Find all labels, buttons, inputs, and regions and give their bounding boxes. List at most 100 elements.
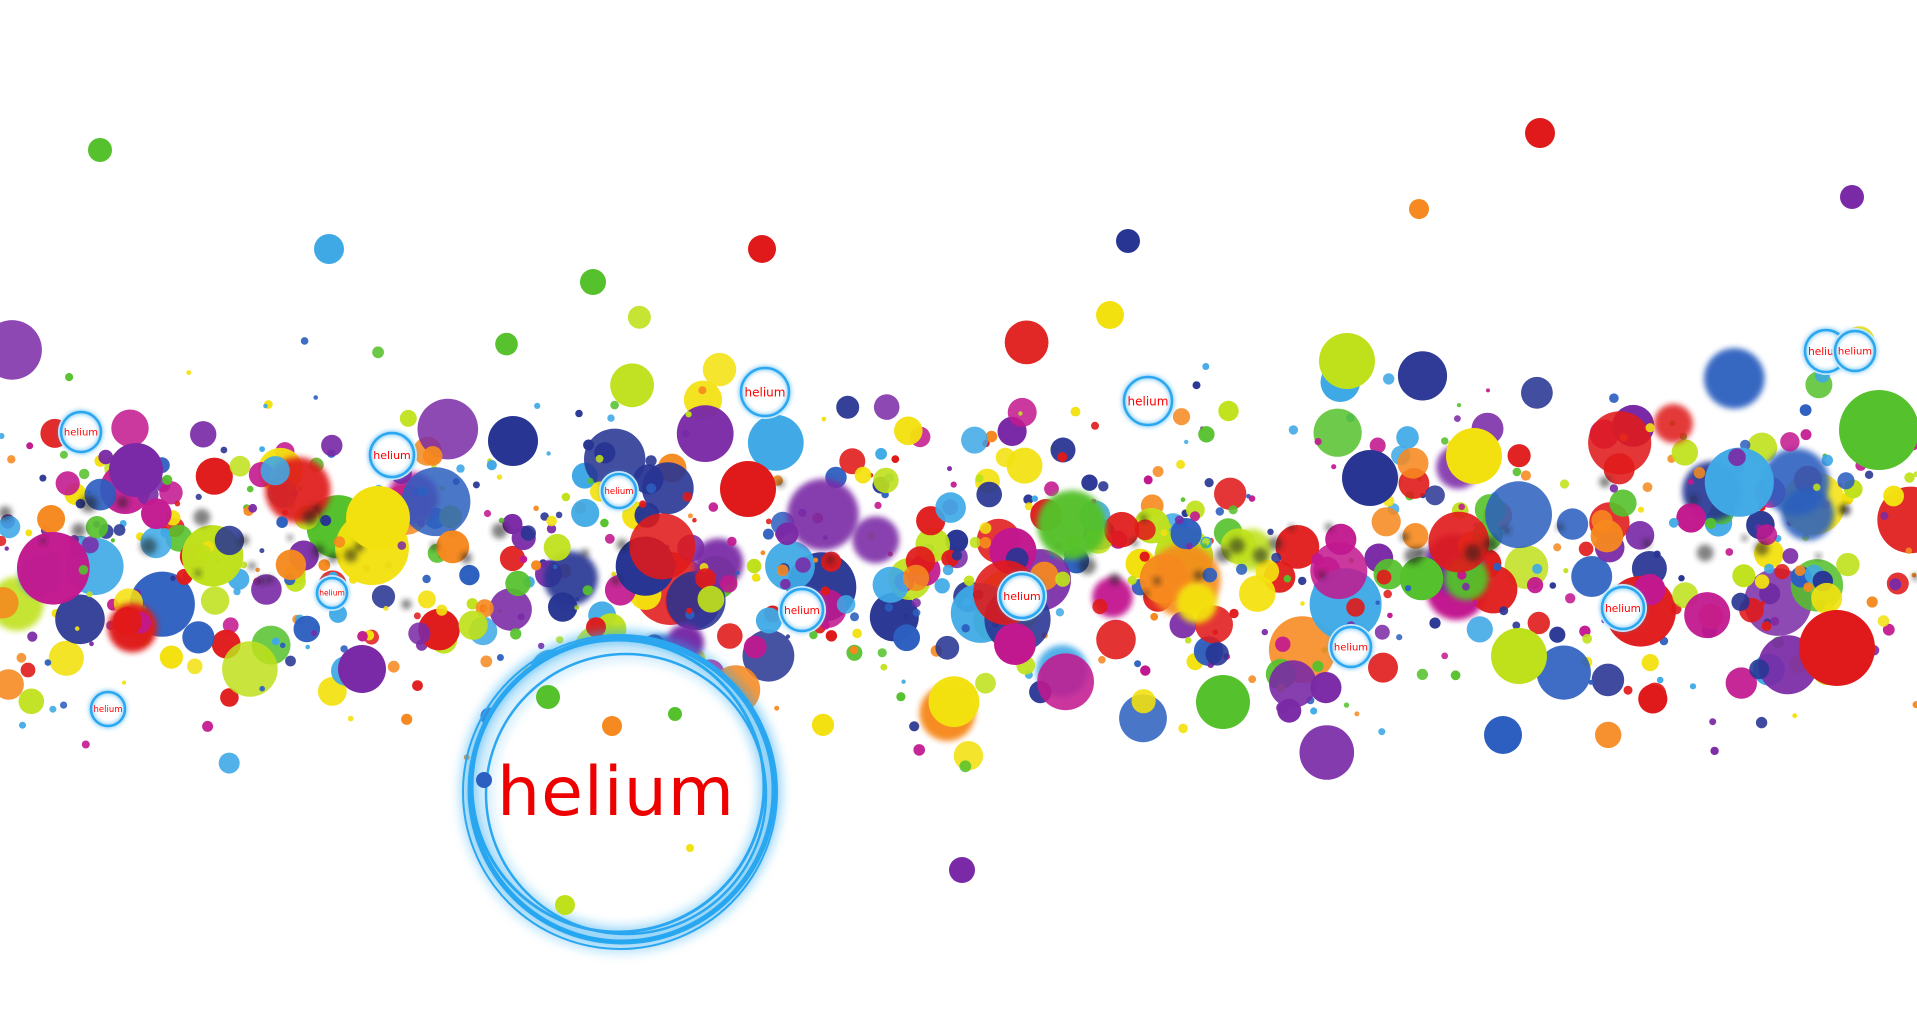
bubble (1079, 557, 1097, 575)
bubble (49, 641, 84, 676)
bubble (894, 417, 923, 446)
bubble (1527, 577, 1543, 593)
bubble (1840, 185, 1864, 209)
bubble (929, 676, 980, 727)
bubble (346, 486, 410, 550)
bubbles-layer (0, 118, 1917, 883)
bubble (487, 460, 497, 470)
bubble (285, 656, 296, 667)
bubble (1164, 523, 1171, 530)
bubble (980, 522, 992, 534)
bubble (461, 552, 472, 563)
bubble (850, 612, 859, 621)
bubble (1206, 642, 1229, 665)
bubble (1451, 670, 1461, 680)
bubble (874, 394, 900, 420)
bubble (1464, 544, 1481, 561)
helium-ring-small: helium (367, 430, 417, 480)
bubble (261, 456, 290, 485)
bubble (1175, 516, 1184, 525)
bubble (1709, 718, 1716, 725)
bubble (1056, 608, 1064, 616)
bubble (994, 623, 1036, 665)
bubble (1331, 464, 1336, 469)
bubble (976, 482, 1002, 508)
bubble (141, 498, 172, 529)
helium-ring-small: helium (1328, 624, 1374, 670)
bubble (571, 499, 599, 527)
bubble (980, 537, 991, 548)
bubble (826, 630, 837, 641)
bubble (1638, 684, 1667, 713)
bubble (1153, 466, 1164, 477)
bubble (1383, 373, 1394, 384)
bubble (196, 494, 202, 500)
bubble (497, 654, 504, 661)
bubble (913, 609, 921, 617)
bubble (616, 539, 627, 550)
bubble (1253, 548, 1268, 563)
bubble (79, 565, 89, 575)
bubble (1493, 563, 1501, 571)
bubble (852, 516, 899, 563)
bubble (610, 401, 619, 410)
bubble (610, 363, 654, 407)
helium-ring-small-label: helium (319, 589, 345, 598)
bubble (1883, 486, 1904, 507)
bubble (1560, 479, 1569, 488)
bubble (190, 421, 216, 447)
bubble (1277, 699, 1301, 723)
bubble (1267, 529, 1273, 535)
bubble (1160, 529, 1167, 536)
bubble (1503, 527, 1510, 534)
bubble (1799, 610, 1875, 686)
bubble (531, 560, 541, 570)
bubble (60, 702, 67, 709)
bubble (79, 469, 89, 479)
bubble (556, 512, 563, 519)
bubble (1906, 548, 1912, 554)
bubble (0, 320, 42, 380)
bubble (629, 513, 695, 579)
bubble (401, 599, 411, 609)
bubble (75, 626, 80, 631)
bubble (186, 370, 191, 375)
bubble (1018, 411, 1022, 415)
bubble (1657, 677, 1664, 684)
helium-ring-small: helium (314, 575, 350, 611)
bubble (1690, 495, 1698, 503)
bubble (1128, 576, 1137, 585)
bubble (257, 577, 265, 585)
bubble (536, 685, 560, 709)
bubble (1202, 363, 1209, 370)
bubble (1096, 620, 1136, 660)
bubble (259, 446, 265, 452)
bubble (1144, 475, 1153, 484)
bubble (795, 557, 811, 573)
bubble (1098, 656, 1106, 664)
bubble (86, 516, 108, 538)
bubble (1132, 689, 1156, 713)
bubble (1710, 747, 1718, 755)
bubble (338, 645, 386, 693)
bubble (489, 588, 532, 631)
bubble (1811, 583, 1842, 614)
bubble (947, 466, 952, 471)
bubble (1405, 585, 1411, 591)
bubble (1314, 409, 1362, 457)
bubble (422, 575, 430, 583)
bubble (976, 475, 984, 483)
bubble (1216, 507, 1224, 515)
bubble (182, 621, 214, 653)
bubble (837, 595, 856, 614)
bubble (688, 513, 693, 518)
helium-ring-small-label: helium (604, 487, 633, 497)
bubble (553, 564, 558, 569)
bubble (5, 546, 9, 550)
bubble (161, 528, 170, 537)
bubble (412, 680, 423, 691)
bubble (1109, 573, 1121, 585)
bubble (1783, 548, 1799, 564)
bubble (822, 417, 827, 422)
